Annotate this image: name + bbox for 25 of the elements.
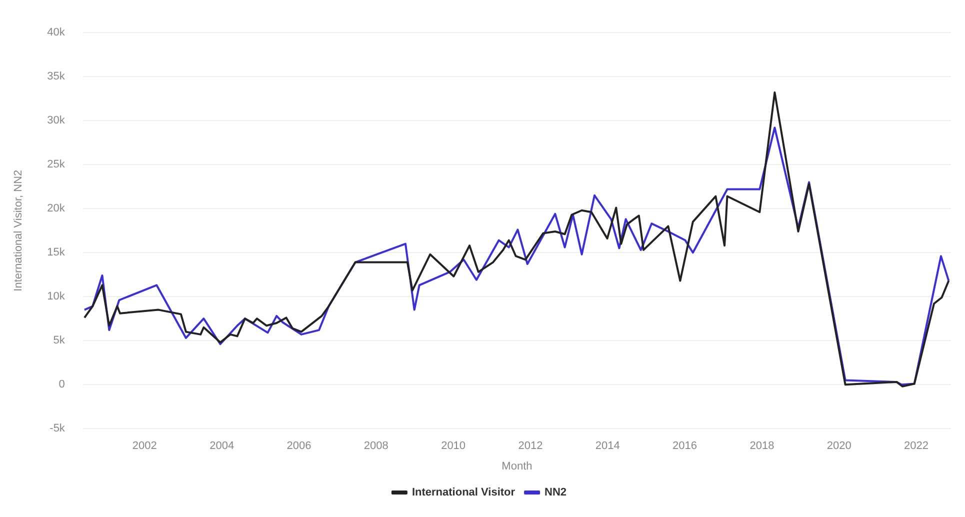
y-tick-label: 5k <box>53 334 66 347</box>
x-tick-label: 2002 <box>132 440 157 452</box>
x-tick-label: 2008 <box>364 440 388 452</box>
y-tick-label: 10k <box>47 290 66 303</box>
x-tick-label: 2016 <box>672 440 698 452</box>
legend-label: NN2 <box>544 486 567 499</box>
x-axis-title: Month <box>502 460 532 472</box>
y-axis-title: International Visitor, NN2 <box>12 170 25 292</box>
y-tick-label: 30k <box>47 114 66 127</box>
x-tick-label: 2010 <box>441 440 466 452</box>
x-tick-label: 2012 <box>518 440 543 452</box>
legend-label: International Visitor <box>412 486 516 499</box>
x-tick-label: 2022 <box>904 440 929 452</box>
y-tick-label: 20k <box>47 202 66 215</box>
y-tick-label: -5k <box>50 422 66 435</box>
x-tick-label: 2014 <box>595 440 620 452</box>
y-tick-label: 35k <box>47 70 66 83</box>
x-tick-label: 2018 <box>750 440 774 452</box>
y-tick-label: 15k <box>47 246 66 259</box>
x-tick-label: 2006 <box>286 440 312 452</box>
x-tick-label: 2004 <box>210 440 234 452</box>
x-tick-label: 2020 <box>826 440 852 452</box>
y-tick-label: 40k <box>47 26 66 39</box>
y-tick-label: 25k <box>47 158 66 171</box>
y-tick-label: 0 <box>58 378 65 391</box>
